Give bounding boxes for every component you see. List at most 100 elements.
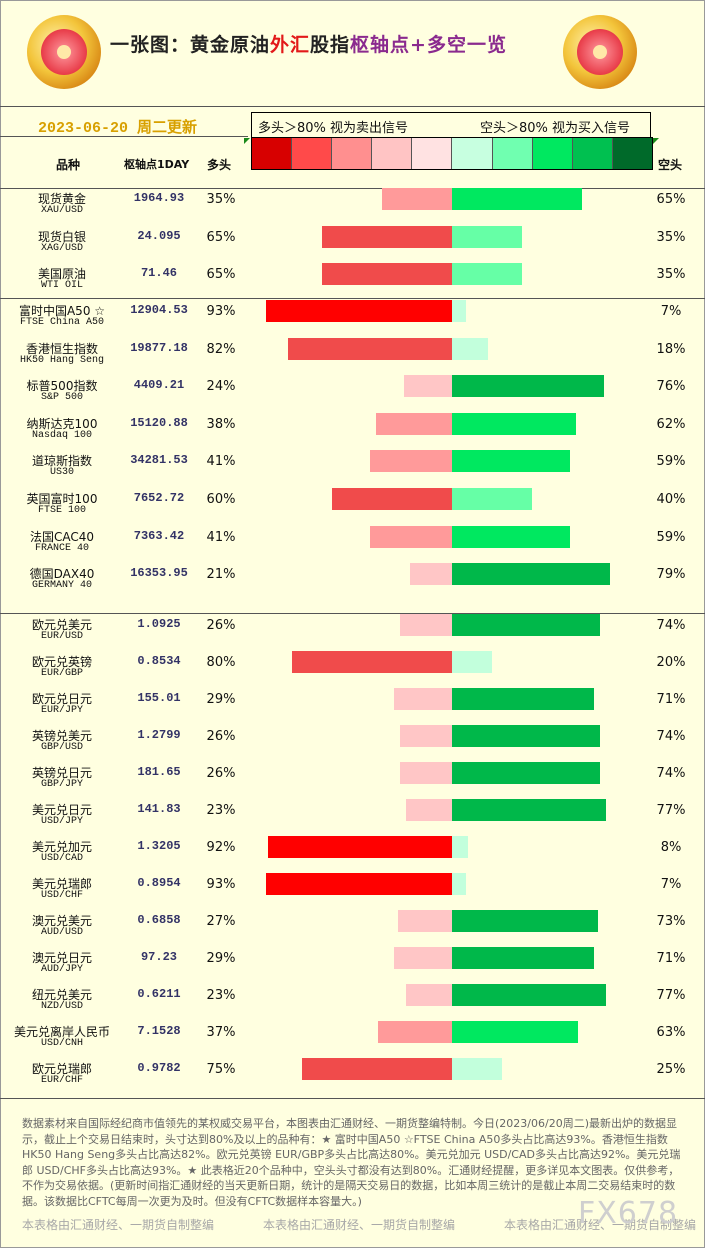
short-percent: 71% — [656, 951, 686, 966]
long-percent: 29% — [206, 692, 236, 707]
col-header-name: 品种 — [56, 158, 81, 172]
pivot-value: 1964.93 — [133, 191, 185, 205]
long-bar — [394, 947, 452, 969]
pivot-value: 12904.53 — [130, 303, 188, 317]
credit-1: 本表格由汇通财经、一期货自制整编 — [22, 1218, 215, 1232]
short-bar — [452, 1021, 578, 1043]
long-bar — [382, 188, 452, 210]
instrument-name: 现货白银 — [37, 229, 86, 244]
long-bar — [266, 873, 452, 895]
long-percent: 65% — [206, 229, 236, 245]
long-bar — [400, 725, 452, 747]
long-bar — [406, 799, 452, 821]
swatch-8 — [572, 138, 613, 169]
swatch-6 — [492, 138, 533, 169]
short-percent: 18% — [656, 341, 686, 357]
swatch-4 — [412, 138, 453, 169]
long-bar — [376, 412, 452, 435]
pivot-value: 1.2799 — [137, 728, 181, 742]
pivot-value: 7363.42 — [133, 528, 185, 543]
long-percent: 24% — [206, 379, 236, 395]
instrument-code: EUR/CHF — [40, 1075, 83, 1086]
short-percent: 35% — [656, 229, 686, 245]
pivot-value: 0.9782 — [137, 1061, 181, 1075]
short-bar — [452, 263, 522, 285]
pivot-value: 155.01 — [137, 691, 181, 705]
short-percent: 74% — [656, 618, 686, 633]
marker-left-icon — [244, 138, 250, 144]
pivot-value: 0.8954 — [137, 876, 181, 890]
pivot-value: 71.46 — [140, 266, 177, 280]
credit-3: 本表格由汇通财经、一期货自制整编 — [504, 1218, 697, 1232]
instrument-name: 欧元兑瑞郎 — [31, 1062, 92, 1076]
legend-short-signal: 空头＞80% 视为买入信号 — [480, 121, 631, 136]
long-percent: 29% — [206, 951, 236, 966]
long-bar — [394, 688, 452, 710]
long-percent: 26% — [206, 766, 236, 781]
long-bar — [268, 836, 452, 858]
short-percent: 59% — [656, 454, 686, 470]
instrument-name: 澳元兑日元 — [31, 951, 92, 965]
instrument-code: USD/CHF — [40, 890, 83, 901]
instrument-name: 英镑兑日元 — [31, 766, 92, 780]
short-bar — [452, 799, 606, 821]
instrument-code: NZD/USD — [40, 1001, 83, 1012]
instrument-name: 纳斯达克100 — [26, 416, 98, 431]
short-percent: 74% — [656, 766, 686, 781]
short-percent: 76% — [656, 379, 686, 395]
long-bar — [370, 450, 452, 473]
watermark: FX678 — [578, 1196, 679, 1231]
long-percent: 93% — [206, 304, 236, 319]
instrument-name: 澳元兑美元 — [31, 914, 92, 928]
long-bar — [398, 910, 452, 932]
instrument-name: 法国CAC40 — [29, 529, 95, 544]
group-divider-1 — [0, 298, 705, 299]
marker-right-icon — [653, 138, 659, 144]
instrument-code: GBP/USD — [40, 742, 83, 753]
long-percent: 23% — [206, 803, 236, 818]
swatch-3 — [372, 138, 413, 169]
instrument-code: EUR/JPY — [40, 705, 83, 716]
group-divider-0 — [0, 188, 705, 189]
long-percent: 82% — [206, 341, 236, 357]
short-bar — [452, 525, 570, 548]
long-bar — [404, 375, 452, 398]
short-bar — [452, 375, 604, 398]
credit-2: 本表格由汇通财经、一期货自制整编 — [263, 1218, 456, 1232]
short-bar — [452, 725, 600, 747]
signal-legend: 多头＞80% 视为卖出信号 空头＞80% 视为买入信号 — [251, 112, 651, 138]
long-bar — [378, 1021, 452, 1043]
instrument-code: Nasdaq 100 — [31, 429, 92, 441]
long-percent: 35% — [206, 192, 236, 207]
long-bar — [400, 762, 452, 784]
short-percent: 35% — [656, 267, 686, 282]
pivot-value: 4409.21 — [133, 378, 185, 393]
instrument-name: 欧元兑英镑 — [31, 655, 92, 669]
pivot-value: 1.0925 — [137, 617, 181, 631]
legend-long-signal: 多头＞80% 视为卖出信号 — [258, 121, 409, 136]
long-bar — [288, 337, 452, 360]
instrument-name: 美元兑日元 — [31, 803, 92, 817]
long-bar — [292, 651, 452, 673]
instrument-name: 标普500指数 — [26, 379, 98, 394]
instrument-name: 欧元兑美元 — [31, 618, 92, 632]
long-percent: 26% — [206, 729, 236, 744]
swatch-1 — [292, 138, 333, 169]
long-percent: 38% — [206, 416, 236, 432]
long-bar — [370, 525, 452, 548]
pivot-value: 34281.53 — [130, 453, 188, 468]
short-bar — [452, 488, 532, 510]
pivot-value: 0.6211 — [137, 987, 181, 1001]
short-bar — [452, 563, 610, 586]
long-percent: 65% — [206, 267, 236, 282]
pivot-value: 0.6858 — [137, 913, 181, 927]
short-percent: 73% — [656, 914, 686, 929]
long-percent: 37% — [206, 1025, 236, 1040]
footnote: 数据素材来自国际经纪商市值领先的某权威交易平台，本图表由汇通财经、一期货整编特制… — [22, 1117, 681, 1208]
short-percent: 63% — [656, 1025, 686, 1040]
instrument-code: EUR/USD — [40, 631, 83, 642]
short-percent: 59% — [656, 529, 686, 545]
instrument-code: XAU/USD — [40, 205, 83, 216]
long-percent: 93% — [206, 877, 236, 892]
color-scale — [251, 137, 653, 170]
